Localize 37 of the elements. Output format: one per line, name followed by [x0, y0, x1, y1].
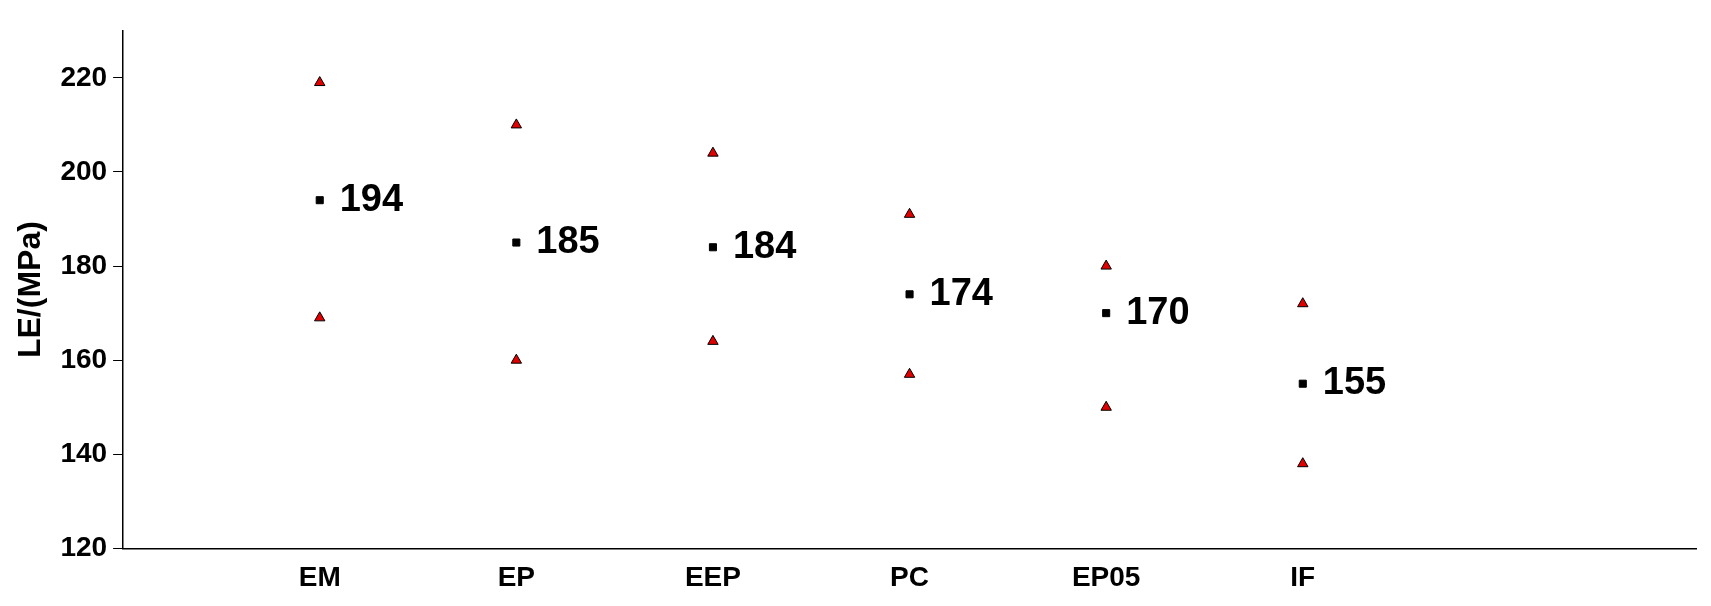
x-tick-label: IF [1290, 560, 1316, 592]
y-tick-label: 200 [60, 154, 108, 186]
point [707, 146, 719, 157]
point [1102, 309, 1111, 318]
y-tick-label: 160 [60, 342, 108, 374]
x-tick-label: EM [298, 560, 341, 592]
y-tick-label: 140 [60, 437, 108, 469]
data-label: 184 [732, 223, 797, 266]
point [708, 243, 717, 252]
point [314, 311, 326, 322]
data-label: 155 [1322, 360, 1387, 403]
x-tick-label: EP [497, 560, 536, 592]
point [903, 367, 916, 378]
point [1100, 259, 1112, 270]
y-tick-label: 220 [60, 60, 108, 92]
point [1298, 379, 1307, 388]
y-tick-label: 180 [60, 248, 108, 280]
point [905, 290, 914, 299]
point [1297, 297, 1309, 308]
point [1100, 400, 1112, 411]
data-label: 170 [1126, 289, 1190, 332]
point [512, 238, 521, 247]
x-tick-label: PC [890, 560, 930, 592]
data-label: 194 [339, 176, 404, 219]
data-label: 174 [929, 270, 993, 313]
y-axis-title: LE/(MPa) [11, 221, 48, 359]
point [1297, 457, 1309, 468]
point [510, 118, 523, 129]
x-tick-label: EEP [684, 560, 741, 592]
x-tick-label: EP05 [1071, 560, 1141, 592]
y-tick-label: 120 [60, 531, 108, 563]
point [315, 196, 324, 205]
point [510, 353, 523, 364]
point [314, 76, 326, 87]
point [903, 207, 916, 218]
point [707, 334, 719, 345]
data-label: 185 [536, 219, 600, 262]
